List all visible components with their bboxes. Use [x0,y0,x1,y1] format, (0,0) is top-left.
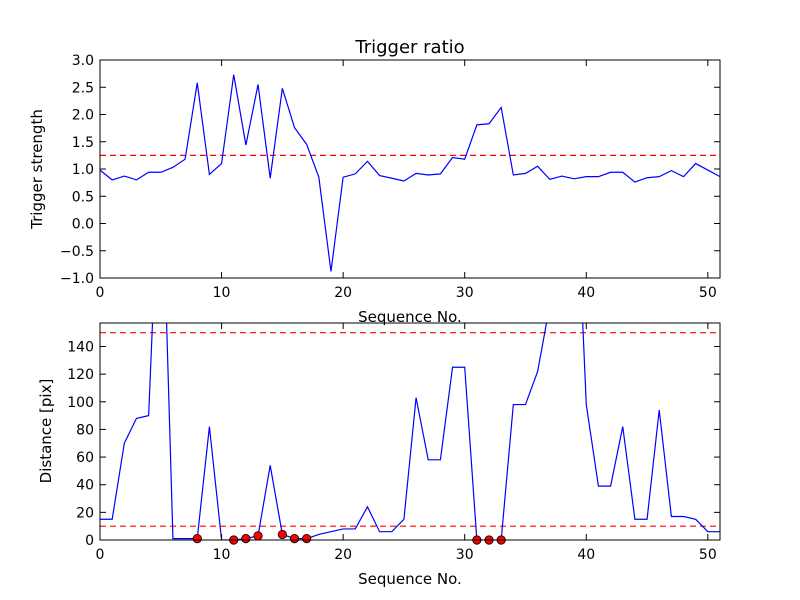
x-tick-label: 30 [456,547,474,563]
trigger-marker [241,534,251,544]
y-axis-ticks: 0 20 40 60 80 100 120 140 [67,339,720,549]
x-tick-label: 0 [96,285,105,301]
y-tick-label: 1.0 [72,162,94,178]
plot-frame [99,322,721,541]
x-tick-label: 40 [577,285,595,301]
y-tick-label: 2.0 [72,108,94,124]
x-axis-ticks: 0 10 20 30 40 50 [96,60,717,301]
y-axis-label: Distance [pix] [37,379,55,484]
trigger-markers [192,529,506,545]
trigger-marker [192,534,202,544]
y-tick-label: 0.0 [72,217,94,233]
y-tick-label: 40 [76,478,94,494]
y-tick-label: 120 [67,367,94,383]
distance-chart: 0 10 20 30 40 50 0 20 40 60 80 100 120 140 Sequence … [37,322,721,588]
y-tick-label: 140 [67,339,94,355]
distance-series-line [100,323,720,540]
x-tick-label: 30 [456,285,474,301]
trigger-strength-series-line [100,74,720,272]
y-axis-label: Trigger strength [28,109,46,230]
trigger-ratio-chart: Trigger ratio 0 10 20 30 40 50 −1.0 −0.5 0.0 0.5… [28,37,721,326]
y-tick-label: 100 [67,395,94,411]
x-tick-label: 40 [577,547,595,563]
x-tick-label: 50 [699,285,717,301]
y-axis-ticks: −1.0 −0.5 0.0 0.5 1.0 1.5 2.0 2.5 3.0 [60,53,720,287]
trigger-marker [253,531,263,541]
x-tick-label: 10 [213,547,231,563]
y-tick-label: 1.5 [72,135,94,151]
x-axis-ticks: 0 10 20 30 40 50 [96,323,717,563]
trigger-marker [289,534,300,544]
chart-title: Trigger ratio [354,37,464,58]
trigger-marker [277,529,287,540]
y-tick-label: 60 [76,450,94,466]
x-tick-label: 20 [334,547,352,563]
y-tick-label: 2.5 [72,80,94,96]
x-tick-label: 0 [96,547,105,563]
x-tick-label: 10 [213,285,231,301]
y-tick-label: −0.5 [60,244,94,260]
x-tick-label: 20 [334,285,352,301]
x-axis-label: Sequence No. [358,570,462,588]
y-tick-label: 20 [76,505,94,521]
x-tick-label: 50 [699,547,717,563]
y-tick-label: 80 [76,422,94,438]
y-tick-label: −1.0 [60,271,94,287]
x-axis-label: Sequence No. [358,308,462,326]
y-tick-label: 0 [85,533,94,549]
y-tick-label: 0.5 [72,189,94,205]
y-tick-label: 3.0 [72,53,94,69]
trigger-marker [302,534,312,544]
